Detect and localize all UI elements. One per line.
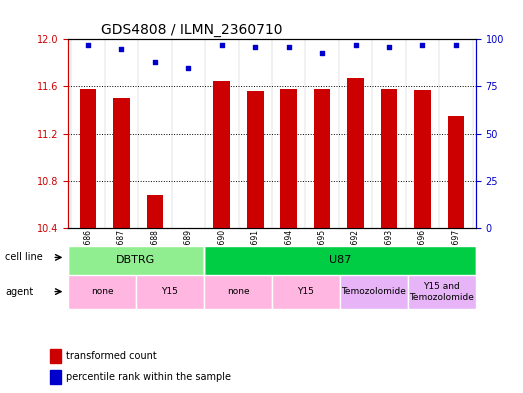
Text: GSM1062696: GSM1062696 [418,229,427,280]
Text: GSM1062687: GSM1062687 [117,229,126,280]
Point [151,59,159,65]
Text: GSM1062694: GSM1062694 [284,229,293,280]
Text: Temozolomide: Temozolomide [342,287,406,296]
FancyBboxPatch shape [68,246,204,275]
Text: GSM1062697: GSM1062697 [451,229,460,280]
Bar [146,195,163,228]
Text: Y15: Y15 [162,287,178,296]
Text: GDS4808 / ILMN_2360710: GDS4808 / ILMN_2360710 [100,23,282,37]
Bar [314,89,331,228]
Text: GSM1062690: GSM1062690 [217,229,226,280]
Point [251,44,259,50]
Point [351,42,360,48]
FancyBboxPatch shape [204,246,476,275]
Text: transformed count: transformed count [66,351,157,361]
Text: cell line: cell line [5,252,43,263]
FancyBboxPatch shape [136,275,204,309]
Point [218,42,226,48]
Bar [247,91,264,228]
Point [285,44,293,50]
Text: GSM1062688: GSM1062688 [151,229,160,280]
Point [418,42,427,48]
FancyBboxPatch shape [272,275,340,309]
Point [452,42,460,48]
Text: none: none [90,287,113,296]
FancyBboxPatch shape [340,275,408,309]
Text: U87: U87 [329,255,351,265]
Bar [79,89,96,228]
Text: GSM1062695: GSM1062695 [317,229,327,280]
Point [84,42,92,48]
Text: agent: agent [5,286,33,297]
Point [184,64,192,71]
FancyBboxPatch shape [204,275,272,309]
Text: Y15: Y15 [298,287,314,296]
Bar [381,89,397,228]
Text: GSM1062689: GSM1062689 [184,229,193,280]
FancyBboxPatch shape [68,275,136,309]
Bar [213,81,230,228]
Bar [280,89,297,228]
Text: GSM1062692: GSM1062692 [351,229,360,280]
Text: Y15 and
Temozolomide: Y15 and Temozolomide [410,282,474,301]
Bar [414,90,431,228]
Point [117,46,126,52]
Text: GSM1062686: GSM1062686 [84,229,93,280]
Bar [50,370,62,384]
Point [385,44,393,50]
Bar [448,116,464,228]
Text: GSM1062693: GSM1062693 [384,229,393,280]
Bar [347,78,364,228]
Text: percentile rank within the sample: percentile rank within the sample [66,372,231,382]
FancyBboxPatch shape [408,275,476,309]
Text: DBTRG: DBTRG [116,255,156,265]
Bar [50,349,62,363]
Text: GSM1062691: GSM1062691 [251,229,260,280]
Point [318,50,326,56]
Bar [113,98,130,228]
Text: none: none [226,287,249,296]
